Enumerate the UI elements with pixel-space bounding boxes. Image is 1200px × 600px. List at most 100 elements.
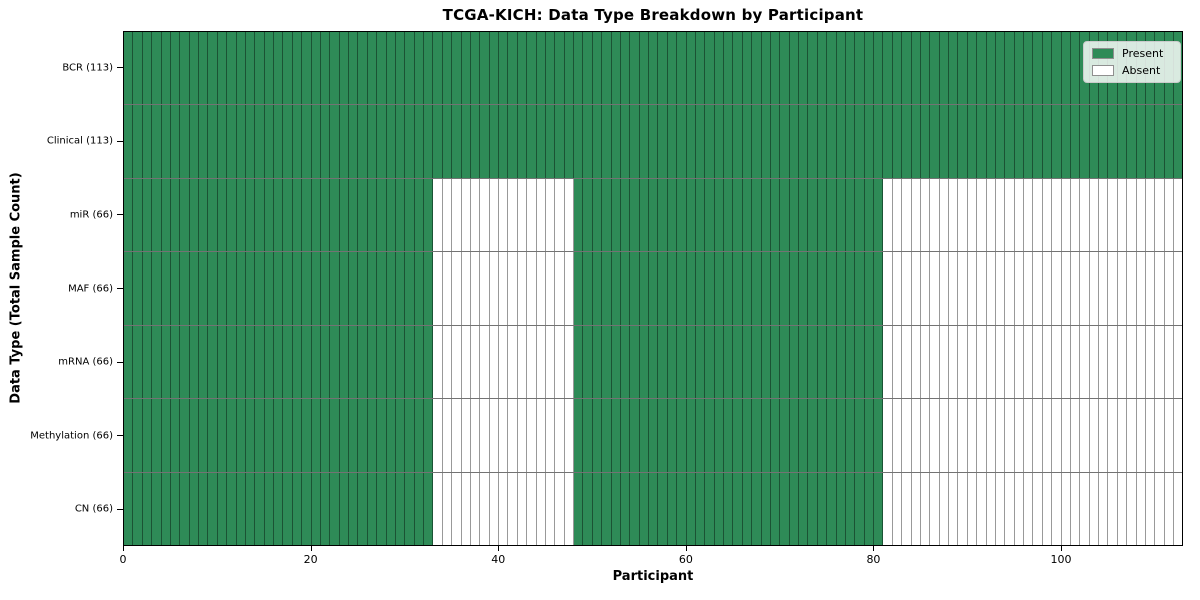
heatmap-cell [967, 399, 978, 472]
heatmap-cell [189, 32, 199, 105]
heatmap-cell [761, 32, 771, 105]
heatmap-cell [742, 32, 753, 105]
heatmap-cell [555, 399, 565, 472]
heatmap-cell [705, 105, 715, 178]
x-tick-label: 20 [303, 553, 318, 566]
heatmap-cell [1033, 105, 1043, 178]
heatmap-cell [892, 325, 903, 399]
heatmap-cell [1145, 472, 1156, 545]
heatmap-cell [1117, 105, 1128, 178]
y-tick-label: mRNA (66) [58, 356, 113, 368]
heatmap-cell [1155, 252, 1165, 325]
heatmap-cell [639, 105, 649, 178]
heatmap-row [124, 178, 1183, 253]
heatmap-cell [686, 32, 696, 105]
heatmap-cell [255, 325, 265, 399]
heatmap-cell [489, 325, 499, 399]
heatmap-cell [695, 32, 706, 105]
heatmap-cell [967, 325, 978, 399]
heatmap-cell [236, 178, 246, 252]
heatmap-cell [330, 32, 340, 105]
heatmap-cell [1042, 32, 1053, 105]
heatmap-cell [620, 399, 631, 472]
heatmap-cell [920, 252, 931, 325]
heatmap-cell [442, 178, 453, 252]
heatmap-cell [1005, 325, 1015, 399]
heatmap-cell [827, 32, 837, 105]
heatmap-cell [424, 472, 434, 545]
heatmap-cell [939, 252, 949, 325]
heatmap-cell [986, 399, 996, 472]
heatmap-cell [433, 252, 443, 325]
heatmap-cell [695, 399, 706, 472]
heatmap-cell [386, 325, 396, 399]
heatmap-cell [508, 32, 518, 105]
heatmap-cell [817, 472, 828, 545]
heatmap-cell [217, 325, 228, 399]
heatmap-cell [236, 105, 246, 178]
heatmap-cell [133, 325, 143, 399]
heatmap-cell [424, 105, 434, 178]
heatmap-cell [339, 325, 349, 399]
heatmap-cell [161, 325, 171, 399]
heatmap-cell [264, 105, 274, 178]
heatmap-cell [1024, 105, 1034, 178]
heatmap-cell [939, 178, 949, 252]
heatmap-cell [142, 252, 153, 325]
heatmap-cell [808, 252, 818, 325]
heatmap-cell [377, 105, 387, 178]
heatmap-cell [217, 399, 228, 472]
heatmap-cell [1155, 325, 1165, 399]
heatmap-cell [883, 252, 893, 325]
heatmap-cell [414, 252, 424, 325]
heatmap-cell [789, 399, 799, 472]
heatmap-cell [911, 178, 921, 252]
heatmap-cell [864, 32, 874, 105]
heatmap-cell [1014, 178, 1024, 252]
heatmap-cell [330, 178, 340, 252]
heatmap-cell [461, 178, 471, 252]
heatmap-cell [742, 399, 753, 472]
heatmap-cell [152, 399, 162, 472]
heatmap-cell [836, 32, 846, 105]
heatmap-cell [592, 178, 603, 252]
heatmap-cell [799, 105, 809, 178]
heatmap-cell [264, 252, 274, 325]
heatmap-cell [1099, 252, 1109, 325]
heatmap-cell [995, 178, 1006, 252]
heatmap-cell [545, 178, 556, 252]
heatmap-cell [330, 252, 340, 325]
heatmap-cell [1005, 399, 1015, 472]
heatmap-cell [170, 399, 181, 472]
heatmap-cell [649, 325, 659, 399]
heatmap-cell [761, 325, 771, 399]
heatmap-cell [274, 472, 284, 545]
heatmap-cell [930, 32, 940, 105]
heatmap-row [124, 32, 1183, 106]
y-tick-mark [117, 288, 123, 289]
heatmap-cell [808, 399, 818, 472]
heatmap-cell [292, 32, 303, 105]
heatmap-cell [124, 472, 134, 545]
heatmap-cell [217, 105, 228, 178]
heatmap-cell [1099, 399, 1109, 472]
heatmap-cell [920, 325, 931, 399]
x-axis-label: Participant [612, 569, 694, 584]
heatmap-cell [920, 105, 931, 178]
heatmap-cell [592, 105, 603, 178]
heatmap-cell [995, 252, 1006, 325]
heatmap-cell [911, 252, 921, 325]
heatmap-cell [892, 252, 903, 325]
heatmap-cell [452, 252, 462, 325]
heatmap-cell [555, 472, 565, 545]
heatmap-cell [1080, 105, 1090, 178]
heatmap-cell [1164, 472, 1174, 545]
heatmap-cell [264, 32, 274, 105]
heatmap-cell [517, 252, 528, 325]
heatmap-cell [377, 252, 387, 325]
heatmap-cell [1052, 325, 1062, 399]
heatmap-cell [283, 252, 293, 325]
y-tick-label: miR (66) [69, 209, 113, 221]
heatmap-cell [180, 32, 190, 105]
heatmap-cell [1089, 399, 1099, 472]
